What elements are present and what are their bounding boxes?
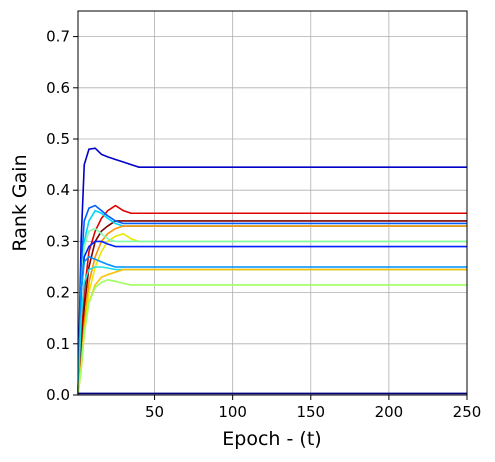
y-tick-label: 0.6 [46,79,70,97]
series-line [77,278,467,396]
series-line [77,225,467,396]
y-axis-label: Rank Gain [9,154,31,251]
series-line [77,204,467,396]
y-tick-label: 0.7 [46,28,70,46]
y-tick-label: 0.4 [46,181,70,199]
grid [78,11,468,396]
series-line [77,209,467,396]
y-tick-label: 0.0 [46,386,70,404]
y-tick-label: 0.2 [46,284,70,302]
y-tick-label: 0.5 [46,130,70,148]
series-line [77,232,467,396]
y-tick-label: 0.1 [46,335,70,353]
plot-lines [77,147,467,396]
x-tick-label: 100 [218,403,247,421]
x-tick-label: 150 [296,403,325,421]
x-tick-label: 250 [453,403,482,421]
x-axis-label: Epoch - (t) [222,428,321,450]
series-line [77,220,467,396]
series-line [77,268,467,396]
series-line [77,240,467,396]
series-line [77,255,467,396]
series-line [77,147,467,396]
series-line [77,227,467,396]
y-tick-label: 0.3 [46,232,70,250]
x-tick-label: 200 [375,403,404,421]
plot-frame [77,10,468,396]
series-line [77,204,467,396]
x-tick-label: 50 [145,403,164,421]
series-line [77,266,467,396]
